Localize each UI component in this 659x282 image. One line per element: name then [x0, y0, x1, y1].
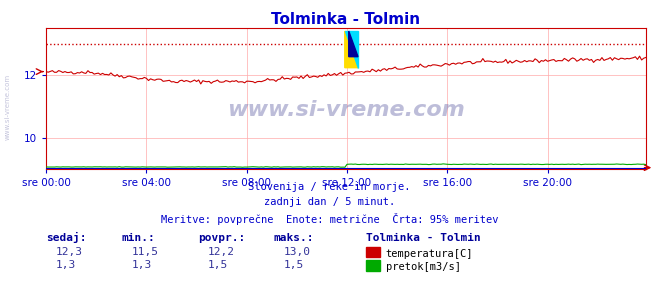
Title: Tolminka - Tolmin: Tolminka - Tolmin	[272, 12, 420, 27]
Text: min.:: min.:	[122, 233, 156, 243]
Text: Tolminka - Tolmin: Tolminka - Tolmin	[366, 233, 480, 243]
Text: 12,2: 12,2	[208, 247, 235, 257]
Text: 1,5: 1,5	[208, 261, 228, 270]
Text: www.si-vreme.com: www.si-vreme.com	[5, 74, 11, 140]
Text: zadnji dan / 5 minut.: zadnji dan / 5 minut.	[264, 197, 395, 207]
Text: Slovenija / reke in morje.: Slovenija / reke in morje.	[248, 182, 411, 192]
Polygon shape	[349, 31, 358, 57]
Text: 1,3: 1,3	[132, 261, 152, 270]
Text: povpr.:: povpr.:	[198, 233, 245, 243]
Text: maks.:: maks.:	[273, 233, 314, 243]
Text: 13,0: 13,0	[283, 247, 310, 257]
Text: 11,5: 11,5	[132, 247, 159, 257]
Text: temperatura[C]: temperatura[C]	[386, 249, 473, 259]
Polygon shape	[345, 31, 358, 68]
Text: www.si-vreme.com: www.si-vreme.com	[227, 100, 465, 120]
Text: Meritve: povprečne  Enote: metrične  Črta: 95% meritev: Meritve: povprečne Enote: metrične Črta:…	[161, 213, 498, 225]
Text: sedaj:: sedaj:	[46, 232, 86, 243]
Text: 1,3: 1,3	[56, 261, 76, 270]
Text: 12,3: 12,3	[56, 247, 83, 257]
Text: 1,5: 1,5	[283, 261, 304, 270]
Text: pretok[m3/s]: pretok[m3/s]	[386, 262, 461, 272]
Polygon shape	[345, 31, 358, 68]
